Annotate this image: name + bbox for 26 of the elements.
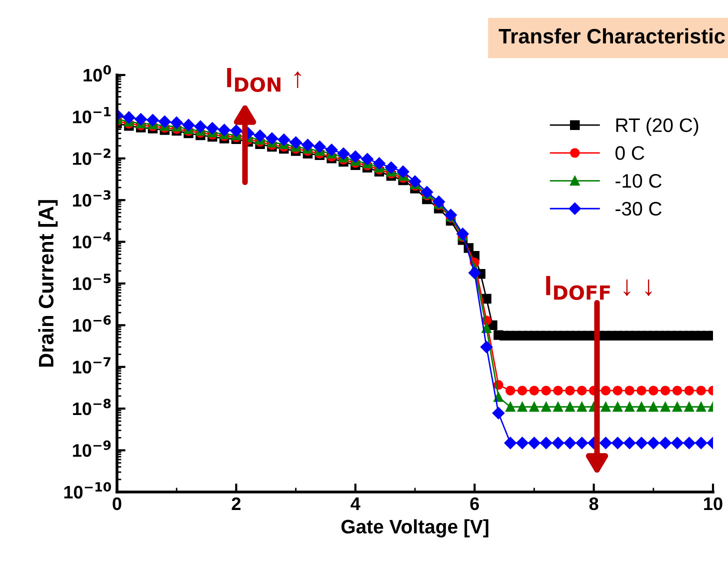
y-tick-label: 10$^{−1}$ bbox=[73, 106, 111, 124]
legend-label: -30 C bbox=[616, 202, 662, 216]
legend-label: RT (20 C) bbox=[616, 118, 698, 136]
x-tick-label: 8 bbox=[589, 497, 598, 510]
annotation: I$_{DON}$ ↑ bbox=[227, 68, 301, 92]
chart-title: Transfer Characteristic bbox=[498, 28, 725, 44]
x-tick-label: 4 bbox=[350, 498, 360, 510]
y-tick-label: 10$^{−8}$ bbox=[73, 398, 111, 416]
legend-label: -10 C bbox=[616, 174, 662, 188]
y-tick-label: 10$^{−10}$ bbox=[64, 482, 112, 499]
x-tick-label: 6 bbox=[470, 497, 479, 510]
y-tick-label: 10$^{−6}$ bbox=[73, 315, 111, 332]
y-tick-label: 10$^{−7}$ bbox=[73, 357, 111, 374]
legend-label: 0 C bbox=[615, 146, 644, 160]
x-tick-label: 10 bbox=[704, 497, 722, 510]
y-tick-label: 10$^{−5}$ bbox=[73, 274, 111, 290]
x-tick-label: 2 bbox=[232, 497, 240, 510]
y-tick-label: 10$^{−3}$ bbox=[73, 190, 111, 207]
x-axis-title: Gate Voltage [V] bbox=[341, 519, 488, 538]
y-tick-label: 10$^{−2}$ bbox=[73, 148, 110, 165]
annotation: I$_{DOFF}$ ↓ ↓ bbox=[546, 276, 652, 300]
y-tick-label: 10$^{0}$ bbox=[84, 65, 111, 82]
y-tick-label: 10$^{−4}$ bbox=[73, 232, 111, 248]
y-tick-label: 10$^{−9}$ bbox=[73, 440, 111, 457]
y-axis-title: Drain Current [A] bbox=[38, 200, 58, 367]
x-tick-label: 0 bbox=[112, 497, 122, 510]
